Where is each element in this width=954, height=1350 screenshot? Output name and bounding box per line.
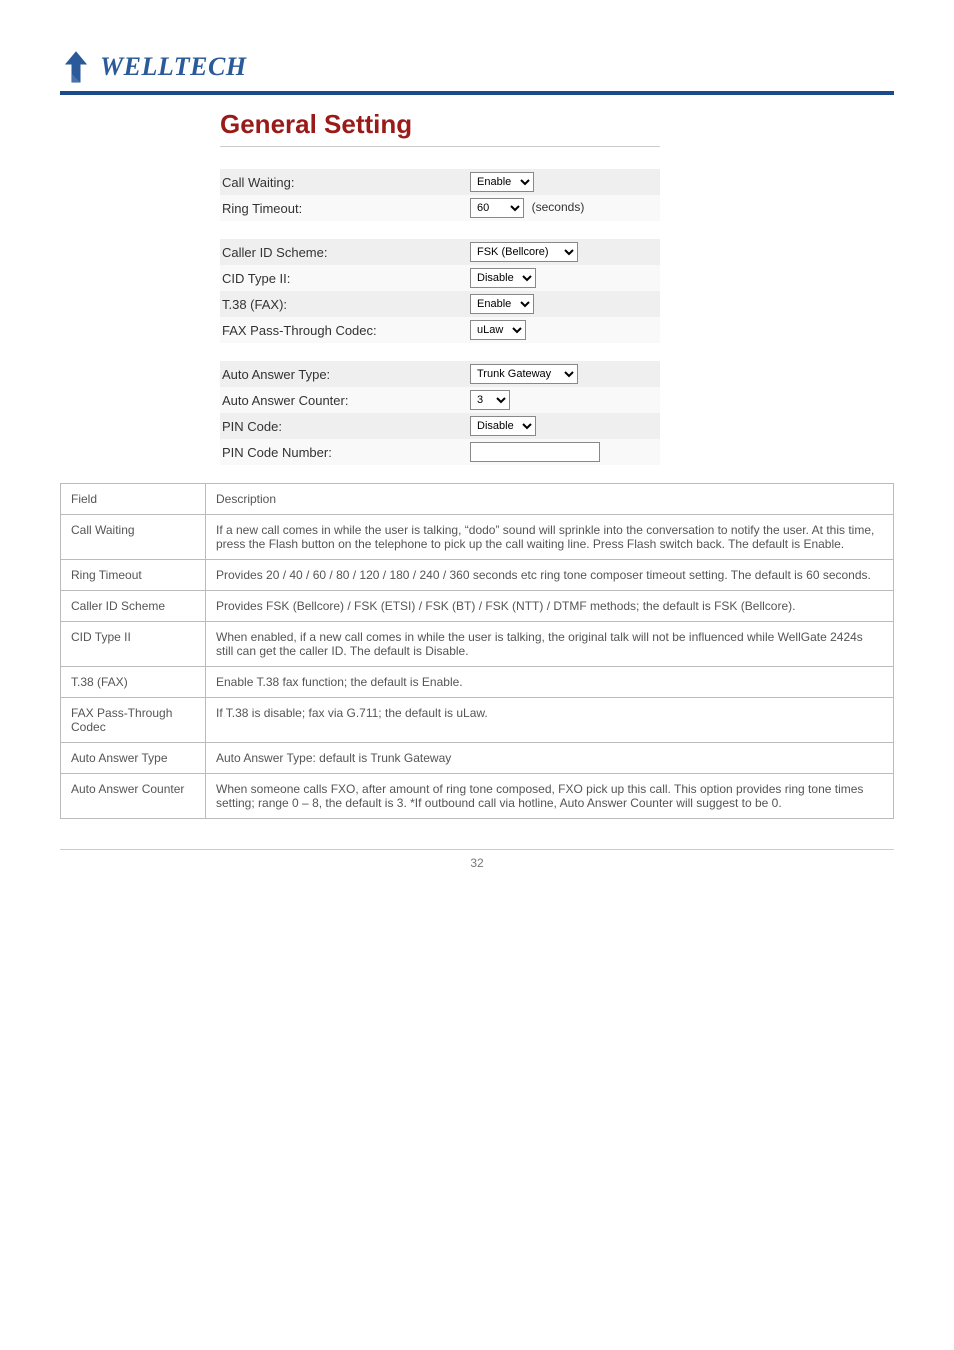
row-cid-scheme: Caller ID Scheme: FSK (Bellcore) bbox=[220, 239, 660, 265]
table-row: CID Type II When enabled, if a new call … bbox=[61, 622, 894, 667]
form-region: Call Waiting: Enable Ring Timeout: 60 (s… bbox=[220, 169, 660, 465]
label-call-waiting: Call Waiting: bbox=[220, 175, 470, 190]
table-row: Caller ID Scheme Provides FSK (Bellcore)… bbox=[61, 591, 894, 622]
cell-field: T.38 (FAX) bbox=[61, 667, 206, 698]
label-t38: T.38 (FAX): bbox=[220, 297, 470, 312]
label-pin-code: PIN Code: bbox=[220, 419, 470, 434]
logo-text: WELLTECH bbox=[100, 52, 247, 82]
cell-desc: When someone calls FXO, after amount of … bbox=[206, 774, 894, 819]
row-auto-answer-counter: Auto Answer Counter: 3 bbox=[220, 387, 660, 413]
cell-field: Call Waiting bbox=[61, 515, 206, 560]
select-t38[interactable]: Enable bbox=[470, 294, 534, 314]
table-body: Call Waiting If a new call comes in whil… bbox=[61, 515, 894, 819]
header-bar: WELLTECH bbox=[60, 50, 894, 95]
cell-field: Caller ID Scheme bbox=[61, 591, 206, 622]
label-auto-answer-type: Auto Answer Type: bbox=[220, 367, 470, 382]
logo-arrow-icon bbox=[60, 50, 96, 84]
row-call-waiting: Call Waiting: Enable bbox=[220, 169, 660, 195]
cell-desc: Auto Answer Type: default is Trunk Gatew… bbox=[206, 743, 894, 774]
cell-desc: Provides FSK (Bellcore) / FSK (ETSI) / F… bbox=[206, 591, 894, 622]
select-auto-answer-counter[interactable]: 3 bbox=[470, 390, 510, 410]
row-auto-answer-type: Auto Answer Type: Trunk Gateway bbox=[220, 361, 660, 387]
settings-screenshot: General Setting Call Waiting: Enable Rin… bbox=[220, 109, 894, 465]
select-ring-timeout[interactable]: 60 bbox=[470, 198, 524, 218]
row-cid-type2: CID Type II: Disable bbox=[220, 265, 660, 291]
page-title: General Setting bbox=[220, 109, 894, 140]
label-cid-scheme: Caller ID Scheme: bbox=[220, 245, 470, 260]
label-cid-type2: CID Type II: bbox=[220, 271, 470, 286]
select-call-waiting[interactable]: Enable bbox=[470, 172, 534, 192]
table-row: Auto Answer Type Auto Answer Type: defau… bbox=[61, 743, 894, 774]
row-pin-code-number: PIN Code Number: bbox=[220, 439, 660, 465]
page-number: 32 bbox=[60, 849, 894, 870]
form-group-2: Caller ID Scheme: FSK (Bellcore) CID Typ… bbox=[220, 239, 660, 343]
cell-field: FAX Pass-Through Codec bbox=[61, 698, 206, 743]
th-description: Description bbox=[206, 484, 894, 515]
cell-desc: Provides 20 / 40 / 60 / 80 / 120 / 180 /… bbox=[206, 560, 894, 591]
cell-field: CID Type II bbox=[61, 622, 206, 667]
select-auto-answer-type[interactable]: Trunk Gateway bbox=[470, 364, 578, 384]
description-table: Field Description Call Waiting If a new … bbox=[60, 483, 894, 819]
select-cid-scheme[interactable]: FSK (Bellcore) bbox=[470, 242, 578, 262]
ring-timeout-suffix: (seconds) bbox=[532, 200, 585, 214]
input-pin-code-number[interactable] bbox=[470, 442, 600, 462]
select-cid-type2[interactable]: Disable bbox=[470, 268, 536, 288]
select-pin-code[interactable]: Disable bbox=[470, 416, 536, 436]
cell-desc: Enable T.38 fax function; the default is… bbox=[206, 667, 894, 698]
table-row: Auto Answer Counter When someone calls F… bbox=[61, 774, 894, 819]
table-row: Ring Timeout Provides 20 / 40 / 60 / 80 … bbox=[61, 560, 894, 591]
form-group-1: Call Waiting: Enable Ring Timeout: 60 (s… bbox=[220, 169, 660, 221]
table-row: FAX Pass-Through Codec If T.38 is disabl… bbox=[61, 698, 894, 743]
label-pin-code-number: PIN Code Number: bbox=[220, 445, 470, 460]
table-row: Call Waiting If a new call comes in whil… bbox=[61, 515, 894, 560]
cell-desc: When enabled, if a new call comes in whi… bbox=[206, 622, 894, 667]
select-fax-codec[interactable]: uLaw bbox=[470, 320, 526, 340]
cell-field: Ring Timeout bbox=[61, 560, 206, 591]
cell-field: Auto Answer Counter bbox=[61, 774, 206, 819]
label-ring-timeout: Ring Timeout: bbox=[220, 201, 470, 216]
title-divider bbox=[220, 146, 660, 147]
label-auto-answer-counter: Auto Answer Counter: bbox=[220, 393, 470, 408]
label-fax-codec: FAX Pass-Through Codec: bbox=[220, 323, 470, 338]
cell-field: Auto Answer Type bbox=[61, 743, 206, 774]
th-field: Field bbox=[61, 484, 206, 515]
table-row: T.38 (FAX) Enable T.38 fax function; the… bbox=[61, 667, 894, 698]
row-fax-codec: FAX Pass-Through Codec: uLaw bbox=[220, 317, 660, 343]
table-header-row: Field Description bbox=[61, 484, 894, 515]
cell-desc: If T.38 is disable; fax via G.711; the d… bbox=[206, 698, 894, 743]
form-group-3: Auto Answer Type: Trunk Gateway Auto Ans… bbox=[220, 361, 660, 465]
row-ring-timeout: Ring Timeout: 60 (seconds) bbox=[220, 195, 660, 221]
logo: WELLTECH bbox=[60, 50, 247, 84]
row-t38: T.38 (FAX): Enable bbox=[220, 291, 660, 317]
cell-desc: If a new call comes in while the user is… bbox=[206, 515, 894, 560]
row-pin-code: PIN Code: Disable bbox=[220, 413, 660, 439]
